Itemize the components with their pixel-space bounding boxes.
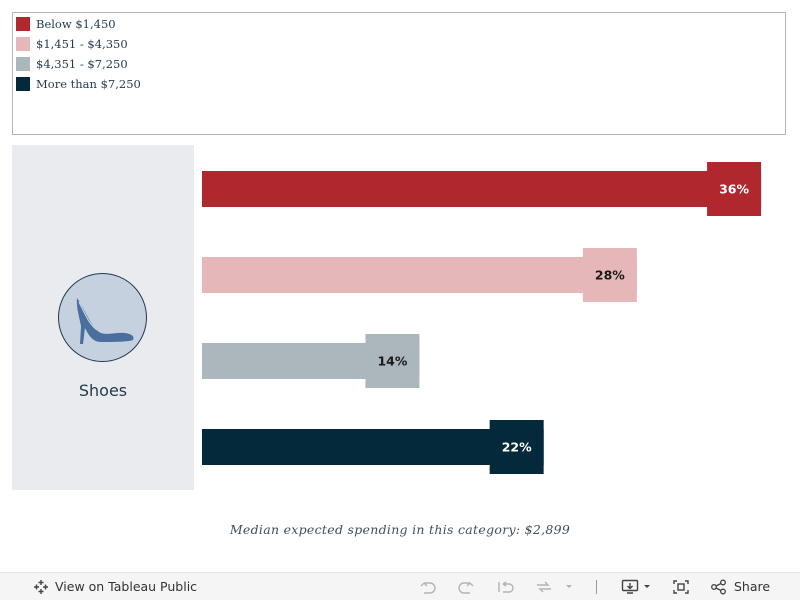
redo-button[interactable]: [457, 573, 475, 600]
download-button[interactable]: [621, 573, 652, 600]
bar-value-label: 36%: [719, 182, 749, 197]
toolbar-divider: [596, 580, 597, 594]
bar-end-cap[interactable]: [582, 248, 637, 302]
bar[interactable]: [202, 257, 637, 293]
fullscreen-button[interactable]: [672, 573, 690, 600]
category-panel: Shoes: [12, 145, 194, 490]
chevron-down-icon: [566, 584, 572, 588]
legend-item[interactable]: $1,451 - $4,350: [16, 36, 128, 52]
share-button[interactable]: Share: [710, 573, 770, 600]
legend-item[interactable]: More than $7,250: [16, 76, 141, 92]
fullscreen-icon: [673, 579, 689, 594]
legend-swatch: [16, 17, 30, 31]
legend-swatch: [16, 37, 30, 51]
legend-label: $1,451 - $4,350: [36, 37, 128, 51]
legend-item[interactable]: Below $1,450: [16, 16, 116, 32]
legend-swatch: [16, 57, 30, 71]
share-label: Share: [734, 579, 771, 594]
undo-icon: [420, 581, 436, 594]
tableau-logo-icon: [34, 579, 48, 594]
refresh-icon: [537, 581, 551, 592]
chevron-down-icon: [644, 584, 650, 588]
bar-value-label: 22%: [502, 440, 532, 455]
refresh-button[interactable]: [535, 573, 553, 600]
category-label: Shoes: [78, 381, 128, 400]
redo-icon: [458, 581, 474, 594]
median-footnote: Median expected spending in this categor…: [229, 522, 571, 537]
view-on-tableau-label: View on Tableau Public: [55, 579, 198, 594]
legend-label: More than $7,250: [36, 77, 141, 91]
bar-end-cap[interactable]: [365, 334, 420, 388]
download-icon: [621, 579, 639, 594]
high-heel-shoe-icon: [58, 273, 147, 362]
refresh-dropdown[interactable]: [564, 573, 574, 600]
view-on-tableau-button[interactable]: View on Tableau Public: [33, 573, 197, 600]
legend: Below $1,450 $1,451 - $4,350 $4,351 - $7…: [12, 12, 786, 135]
bar-end-cap[interactable]: [707, 162, 762, 216]
tableau-toolbar: View on Tableau Public Share: [0, 572, 800, 600]
bar-end-cap[interactable]: [489, 420, 544, 474]
legend-item[interactable]: $4,351 - $7,250: [16, 56, 128, 72]
undo-button[interactable]: [419, 573, 437, 600]
bar[interactable]: [202, 171, 762, 207]
bar[interactable]: [202, 429, 544, 465]
bar-value-label: 14%: [377, 354, 407, 369]
legend-label: Below $1,450: [36, 17, 116, 31]
legend-label: $4,351 - $7,250: [36, 57, 128, 71]
revert-button[interactable]: [497, 573, 515, 600]
bar-chart: 36% 28% 14% 22%: [202, 162, 762, 474]
bar-value-label: 28%: [595, 268, 625, 283]
legend-swatch: [16, 77, 30, 91]
revert-icon: [498, 580, 514, 593]
share-icon: [711, 579, 726, 594]
